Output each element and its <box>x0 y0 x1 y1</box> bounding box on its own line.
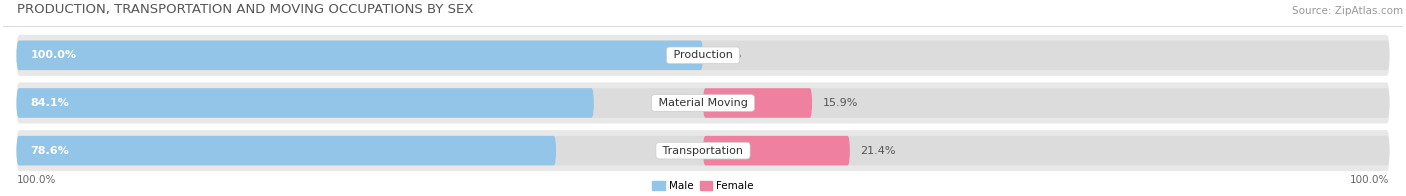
FancyBboxPatch shape <box>703 88 813 118</box>
FancyBboxPatch shape <box>17 35 1389 76</box>
FancyBboxPatch shape <box>17 136 557 165</box>
Text: Transportation: Transportation <box>659 146 747 156</box>
Text: 15.9%: 15.9% <box>823 98 858 108</box>
Text: 0.0%: 0.0% <box>713 50 741 60</box>
Text: 100.0%: 100.0% <box>17 175 56 185</box>
FancyBboxPatch shape <box>17 41 1389 70</box>
FancyBboxPatch shape <box>17 83 1389 123</box>
Text: PRODUCTION, TRANSPORTATION AND MOVING OCCUPATIONS BY SEX: PRODUCTION, TRANSPORTATION AND MOVING OC… <box>17 3 472 16</box>
Text: 100.0%: 100.0% <box>1350 175 1389 185</box>
FancyBboxPatch shape <box>17 136 1389 165</box>
Text: Source: ZipAtlas.com: Source: ZipAtlas.com <box>1292 6 1403 16</box>
FancyBboxPatch shape <box>17 41 703 70</box>
Text: Production: Production <box>669 50 737 60</box>
FancyBboxPatch shape <box>17 88 593 118</box>
FancyBboxPatch shape <box>17 130 1389 171</box>
Text: Material Moving: Material Moving <box>655 98 751 108</box>
Text: 84.1%: 84.1% <box>31 98 69 108</box>
FancyBboxPatch shape <box>17 88 1389 118</box>
Text: 78.6%: 78.6% <box>31 146 69 156</box>
Text: 100.0%: 100.0% <box>31 50 76 60</box>
Text: 21.4%: 21.4% <box>860 146 896 156</box>
FancyBboxPatch shape <box>703 136 849 165</box>
Legend: Male, Female: Male, Female <box>648 177 758 195</box>
